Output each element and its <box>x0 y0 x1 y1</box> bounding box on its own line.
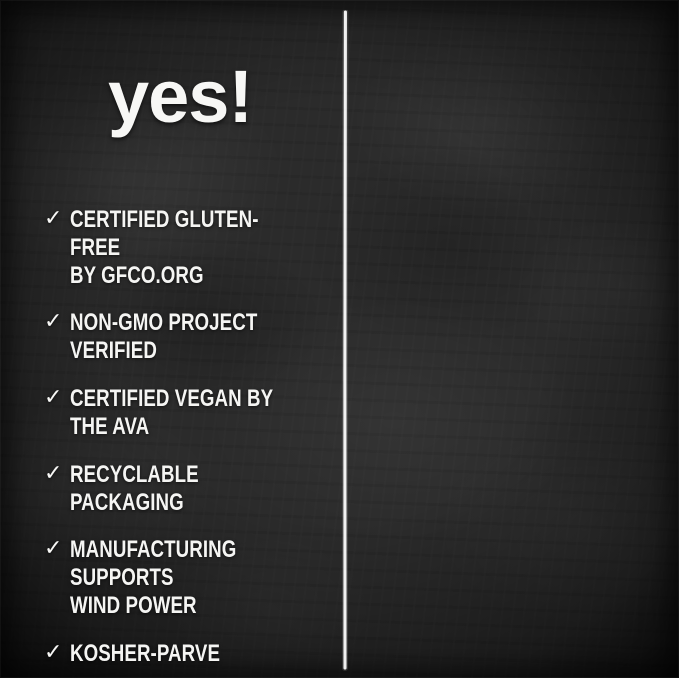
list-item: ✓ CERTIFIED GLUTEN-FREE BY GFCO.ORG <box>44 206 334 289</box>
no-column: no. ✖YEAST, CORN OR WHEAT✖SOY OR MILK✖SA… <box>345 0 679 678</box>
list-item-label: CERTIFIED VEGAN BY THE AVA <box>70 385 273 440</box>
list-item: ✓ RECYCLABLE PACKAGING <box>44 461 334 517</box>
list-item-label: NON-GMO PROJECT VERIFIED <box>70 309 258 365</box>
list-item-label: RECYCLABLE PACKAGING <box>70 460 199 516</box>
check-icon: ✓ <box>44 459 63 485</box>
yes-heading: yes! <box>108 55 253 138</box>
yes-column: yes! ✓ CERTIFIED GLUTEN-FREE BY GFCO.ORG ✓… <box>44 55 334 678</box>
list-item: ✓ NON-GMO PROJECT VERIFIED <box>44 309 334 365</box>
list-item-label: MANUFACTURING SUPPORTS WIND POWER <box>70 536 237 620</box>
list-item: ✓ MANUFACTURING SUPPORTS WIND POWER <box>44 536 334 619</box>
check-icon: ✓ <box>44 535 63 561</box>
list-item-label: CERTIFIED GLUTEN-FREE BY GFCO.ORG <box>70 206 259 289</box>
list-item: ✓ KOSHER-PARVE <box>44 640 334 668</box>
check-icon: ✓ <box>44 308 63 334</box>
yes-list: ✓ CERTIFIED GLUTEN-FREE BY GFCO.ORG ✓ NON-G… <box>44 206 334 678</box>
check-icon: ✓ <box>44 384 63 410</box>
list-item: ✓ CERTIFIED VEGAN BY THE AVA <box>44 385 334 441</box>
list-item-label: KOSHER-PARVE <box>70 639 221 667</box>
check-icon: ✓ <box>44 638 63 664</box>
check-icon: ✓ <box>44 205 63 230</box>
